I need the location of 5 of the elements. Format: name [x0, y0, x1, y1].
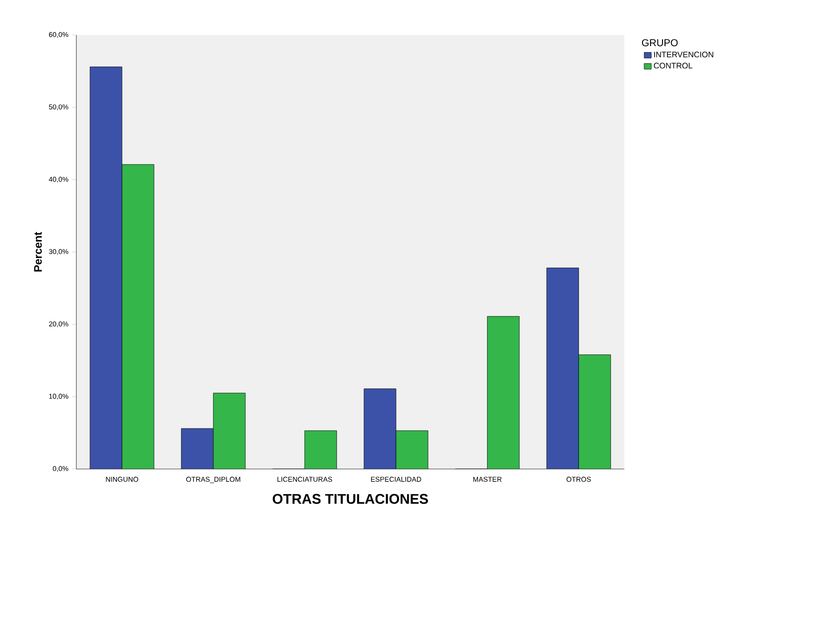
y-axis-title: Percent	[34, 232, 42, 272]
legend-label: INTERVENCION	[654, 52, 714, 58]
legend-label: CONTROL	[654, 62, 692, 68]
x-axis-title: OTRAS TITULACIONES	[272, 494, 428, 504]
legend-title: GRUPO	[642, 39, 678, 46]
